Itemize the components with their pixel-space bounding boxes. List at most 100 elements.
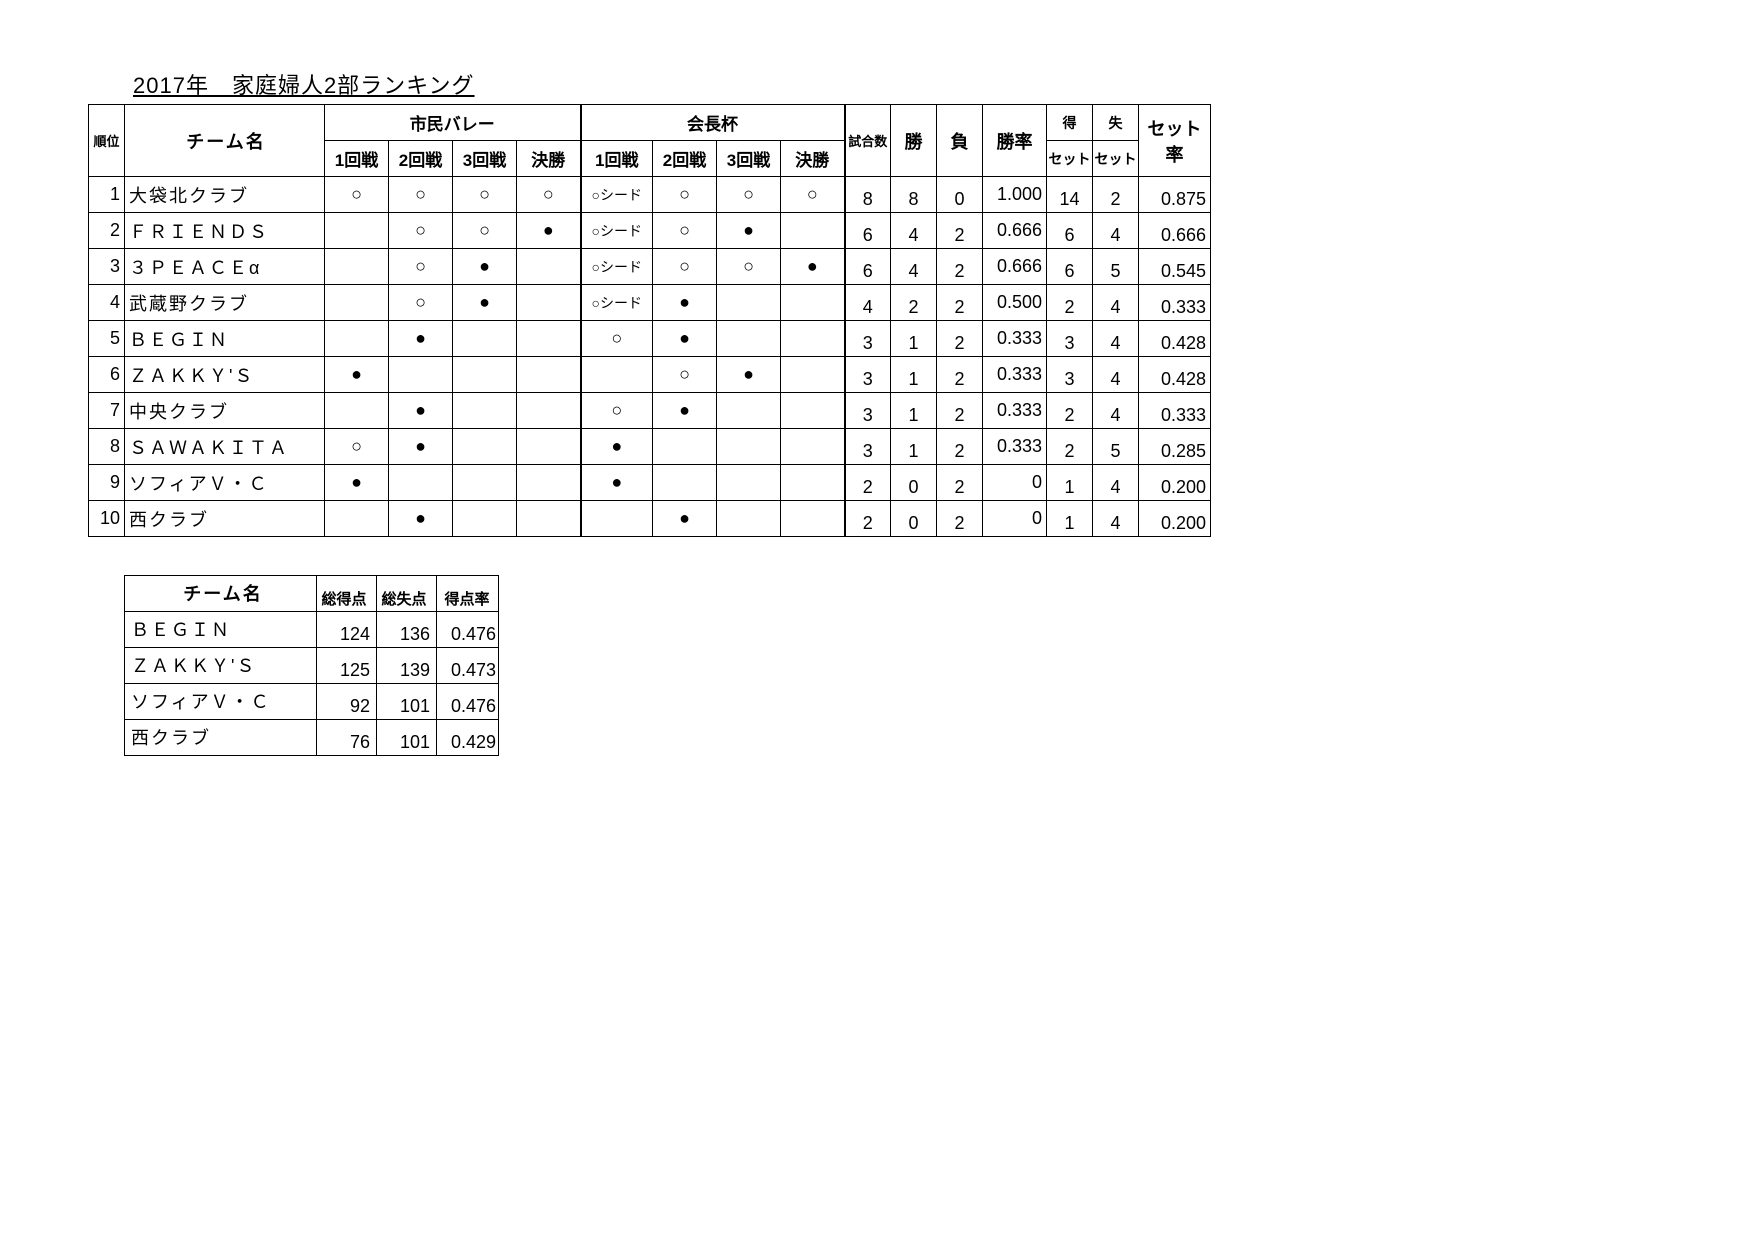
table-cell: 1 [891, 321, 937, 357]
table-cell [717, 429, 781, 465]
table-cell [781, 393, 845, 429]
table-cell: 0.666 [983, 213, 1047, 249]
table-cell [581, 501, 653, 537]
table-cell: ○ [453, 213, 517, 249]
table-cell [781, 285, 845, 321]
col-setwon-bot: セット [1047, 141, 1093, 177]
table-cell [517, 285, 581, 321]
table-cell: 6 [845, 213, 891, 249]
table-cell: ○ [653, 249, 717, 285]
table-cell: 2 [1047, 429, 1093, 465]
table-cell: 0.473 [437, 648, 499, 684]
table-cell: 4 [1093, 357, 1139, 393]
table-cell: 1 [891, 357, 937, 393]
ranking-table-body: 1大袋北クラブ○○○○○シード○○○8801.0001420.8752ＦＲＩＥＮ… [89, 177, 1211, 537]
table-cell [325, 321, 389, 357]
table-cell: 2 [937, 357, 983, 393]
table-cell: 0.333 [1139, 285, 1211, 321]
table-cell [325, 249, 389, 285]
table-cell: 0 [937, 177, 983, 213]
table-cell: 0.285 [1139, 429, 1211, 465]
table-cell: ● [653, 501, 717, 537]
col-b2: 2回戦 [653, 141, 717, 177]
table-cell: ● [389, 429, 453, 465]
col-b4: 決勝 [781, 141, 845, 177]
table-row: 9ソフィアＶ・Ｃ●●2020140.200 [89, 465, 1211, 501]
table-cell: 3 [89, 249, 125, 285]
table-cell: 14 [1047, 177, 1093, 213]
table-cell: ○ [389, 249, 453, 285]
table-cell: 0.333 [1139, 393, 1211, 429]
col-winrate: 勝率 [983, 105, 1047, 177]
table-cell: ○ [453, 177, 517, 213]
table-row: 2ＦＲＩＥＮＤＳ○○●○シード○●6420.666640.666 [89, 213, 1211, 249]
table-cell [325, 285, 389, 321]
table-cell: 1 [1047, 501, 1093, 537]
table-cell [517, 501, 581, 537]
table-cell: ● [653, 285, 717, 321]
table-cell: 10 [89, 501, 125, 537]
points-table-body: ＢＥＧＩＮ1241360.476ＺＡＫＫＹ'Ｓ1251390.473ソフィアＶ・… [125, 612, 499, 756]
table-row: 7中央クラブ●○●3120.333240.333 [89, 393, 1211, 429]
table-cell: 2 [937, 429, 983, 465]
table-cell: ● [389, 321, 453, 357]
table-cell: 1 [891, 393, 937, 429]
table-cell: ○ [781, 177, 845, 213]
table-cell [781, 465, 845, 501]
table-cell: 0 [983, 465, 1047, 501]
table-cell: ○ [653, 213, 717, 249]
table-cell: 8 [891, 177, 937, 213]
table-cell: 0.333 [983, 393, 1047, 429]
table-cell [653, 429, 717, 465]
table-cell: ３ＰＥＡＣＥα [125, 249, 325, 285]
table-cell: 0.429 [437, 720, 499, 756]
table-cell: ソフィアＶ・Ｃ [125, 465, 325, 501]
table-cell: ＺＡＫＫＹ'Ｓ [125, 357, 325, 393]
table-cell: 大袋北クラブ [125, 177, 325, 213]
table-cell [781, 357, 845, 393]
table-cell: ● [781, 249, 845, 285]
table-cell: ○ [517, 177, 581, 213]
table-row: ＺＡＫＫＹ'Ｓ1251390.473 [125, 648, 499, 684]
table-cell: 3 [845, 393, 891, 429]
table-cell: 6 [1047, 213, 1093, 249]
table-cell [517, 465, 581, 501]
table-cell: 4 [891, 213, 937, 249]
table-cell: ● [581, 429, 653, 465]
points-table: チーム名 総得点 総失点 得点率 ＢＥＧＩＮ1241360.476ＺＡＫＫＹ'Ｓ… [124, 575, 499, 756]
col-setlost-top: 失 [1093, 105, 1139, 141]
table-cell: 4 [89, 285, 125, 321]
ranking-table-header: 順位 チーム名 市民バレー 会長杯 試合数 勝 負 勝率 得 失 セット率 1回… [89, 105, 1211, 177]
table-cell: ● [717, 213, 781, 249]
table-cell [717, 321, 781, 357]
table-cell: 0.428 [1139, 321, 1211, 357]
table-cell: 124 [317, 612, 377, 648]
table-cell: 2 [937, 393, 983, 429]
table-cell: 5 [1093, 429, 1139, 465]
table-cell: 6 [89, 357, 125, 393]
table-cell: ● [325, 357, 389, 393]
table-cell: ● [389, 501, 453, 537]
table-cell: ● [325, 465, 389, 501]
table-cell: 7 [89, 393, 125, 429]
col-team: チーム名 [125, 105, 325, 177]
table-cell [453, 429, 517, 465]
col-rank: 順位 [89, 105, 125, 177]
table-cell [653, 465, 717, 501]
table-cell: 2 [891, 285, 937, 321]
table-cell: 西クラブ [125, 720, 317, 756]
table-cell: ○ [389, 177, 453, 213]
col-setrate: セット率 [1139, 105, 1211, 177]
col-group-shimin: 市民バレー [325, 105, 581, 141]
table-cell: ○ [389, 213, 453, 249]
table-cell: ○ [389, 285, 453, 321]
pts-col-against: 総失点 [377, 576, 437, 612]
table-cell [389, 357, 453, 393]
table-cell: 0 [891, 465, 937, 501]
table-cell: 0.200 [1139, 501, 1211, 537]
table-cell: 3 [845, 321, 891, 357]
table-cell: 0.545 [1139, 249, 1211, 285]
table-cell [781, 501, 845, 537]
table-cell [517, 321, 581, 357]
table-cell: 3 [1047, 321, 1093, 357]
